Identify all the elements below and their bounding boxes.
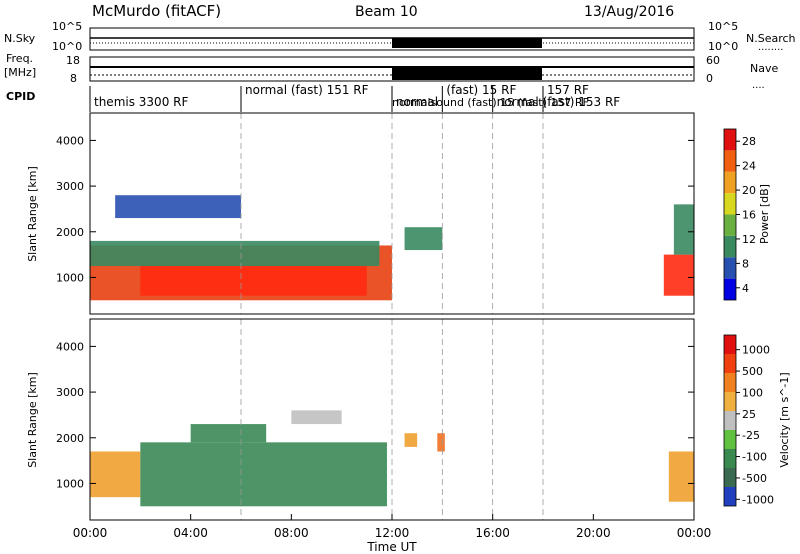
- colorbar-swatch: [724, 487, 736, 506]
- x-tick-label: 12:00: [375, 526, 410, 540]
- colorbar-tick-label: -25: [742, 429, 760, 442]
- colorbar-swatch: [724, 392, 736, 411]
- velocity-colorbar-label: Velocity [m s^-1]: [778, 372, 791, 467]
- beam-title: Beam 10: [355, 4, 418, 20]
- colorbar-swatch: [724, 129, 736, 151]
- x-tick-label: 16:00: [475, 526, 510, 540]
- echo-region: [140, 266, 367, 296]
- noise-left-label: N.Sky: [4, 32, 36, 45]
- noise-right-label: N.Search: [746, 32, 796, 45]
- echo-region: [404, 433, 418, 447]
- colorbar-swatch: [724, 354, 736, 373]
- y-tick-label: 3000: [56, 386, 84, 399]
- noise-left-tick-top: 10^5: [52, 20, 82, 33]
- colorbar-tick-label: 20: [742, 184, 756, 197]
- colorbar-swatch: [724, 193, 736, 215]
- velocity-ylabel: Slant Range [km]: [26, 372, 39, 468]
- echo-region: [140, 442, 387, 507]
- noise-right-tick-bottom: 10^0: [708, 40, 738, 53]
- cpid-segment-label: normal (fast) 153 RF: [497, 95, 621, 109]
- colorbar-swatch: [724, 214, 736, 236]
- nave-tick-bottom: 0: [706, 72, 713, 85]
- echo-region: [404, 227, 443, 251]
- colorbar-tick-label: -1000: [742, 493, 774, 506]
- colorbar-tick-label: 28: [742, 135, 756, 148]
- colorbar-tick-label: 100: [742, 386, 763, 399]
- freq-label-line1: Freq.: [6, 52, 33, 65]
- x-tick-label: 08:00: [274, 526, 309, 540]
- colorbar-swatch: [724, 430, 736, 449]
- echo-region: [190, 424, 267, 443]
- colorbar-swatch: [724, 411, 736, 430]
- echo-region: [668, 451, 694, 502]
- colorbar-tick-label: 4: [742, 282, 749, 295]
- y-tick-label: 2000: [56, 226, 84, 239]
- velocity-panel: 1000 2000 3000 4000 00:00 04:00 08:00 12:00 16:…: [26, 318, 791, 554]
- noise-right-tick-top: 10^5: [708, 20, 738, 33]
- cpid-overlap-text: normalsound (fast) 15 (fast) 157 RF: [392, 96, 589, 109]
- y-tick-label: 4000: [56, 134, 84, 147]
- cpid-segment-label: normal: [396, 95, 438, 109]
- echo-region: [90, 451, 141, 498]
- echo-region: [673, 204, 694, 255]
- colorbar-tick-label: 8: [742, 257, 749, 270]
- colorbar-swatch: [724, 373, 736, 392]
- nave-dots: ....: [752, 80, 765, 91]
- colorbar-tick-label: 1000: [742, 344, 770, 357]
- cpid-segment-label: (fast) 15 RF: [446, 83, 516, 97]
- nave-tick-top: 60: [706, 54, 720, 67]
- colorbar-tick-label: 24: [742, 160, 756, 173]
- colorbar-tick-label: -500: [742, 472, 767, 485]
- power-ylabel: Slant Range [km]: [26, 166, 39, 262]
- colorbar-swatch: [724, 150, 736, 172]
- colorbar-swatch: [724, 468, 736, 487]
- y-tick-label: 3000: [56, 180, 84, 193]
- time-xlabel: Time UT: [366, 540, 417, 554]
- y-tick-label: 1000: [56, 477, 84, 490]
- colorbar-frame: [723, 334, 737, 507]
- x-tick-label: 04:00: [173, 526, 208, 540]
- colorbar-tick-label: 12: [742, 233, 756, 246]
- x-tick-label: 20:00: [576, 526, 611, 540]
- cpid-segment-label: 157 RF: [547, 83, 589, 97]
- colorbar-swatch: [724, 235, 736, 258]
- colorbar-swatch: [724, 278, 736, 300]
- noise-panel: N.Sky N.Search 10^5 10^0 10^5 10^0 .....…: [4, 20, 796, 53]
- nave-label: Nave: [750, 62, 778, 75]
- freq-panel: Freq. [MHz] Nave 18 8 60 0 ....: [4, 52, 778, 91]
- cpid-row: CPID themis 3300 RF normal (fast) 151 RF n…: [6, 83, 620, 112]
- echo-region: [291, 410, 342, 425]
- colorbar-tick-label: -100: [742, 451, 767, 464]
- echo-region: [663, 254, 694, 296]
- x-tick-label: 00:00: [677, 526, 712, 540]
- echo-region: [90, 240, 380, 267]
- echo-region: [437, 433, 445, 452]
- colorbar-swatch: [724, 257, 736, 279]
- power-colorbar-label: Power [dB]: [758, 184, 771, 244]
- colorbar-swatch: [724, 171, 736, 194]
- x-tick-label: 00:00: [73, 526, 108, 540]
- y-tick-label: 1000: [56, 271, 84, 284]
- freq-label-line2: [MHz]: [4, 66, 36, 79]
- echo-region: [115, 195, 241, 219]
- power-panel: 1000 2000 3000 4000 Slant Range [km] 28 24 20…: [26, 112, 771, 315]
- noise-left-tick-bottom: 10^0: [52, 40, 82, 53]
- date-title: 13/Aug/2016: [584, 4, 674, 20]
- colorbar-tick-label: 500: [742, 365, 763, 378]
- colorbar-swatch: [724, 335, 736, 354]
- colorbar-tick-label: 16: [742, 209, 756, 222]
- colorbar-swatch: [724, 449, 736, 468]
- station-title: McMurdo (fitACF): [92, 2, 221, 20]
- freq-tick-top: 18: [66, 54, 80, 67]
- colorbar-tick-label: 25: [742, 408, 756, 421]
- y-tick-label: 4000: [56, 340, 84, 353]
- cpid-segment-label: normal (fast) 151 RF: [245, 83, 369, 97]
- freq-tick-bottom: 8: [70, 72, 77, 85]
- cpid-label: CPID: [6, 90, 35, 103]
- y-tick-label: 2000: [56, 432, 84, 445]
- cpid-segment-label: themis 3300 RF: [94, 95, 188, 109]
- nsearch-dots: ........: [758, 42, 783, 53]
